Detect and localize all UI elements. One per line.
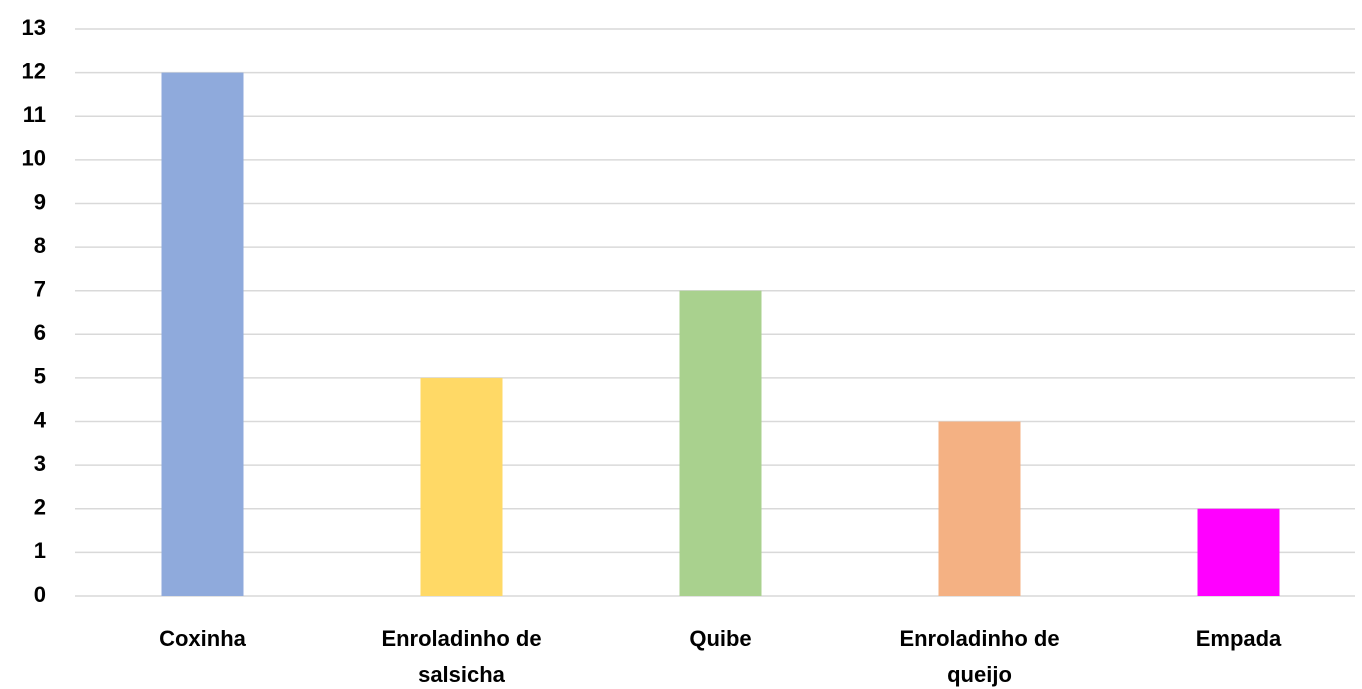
bar (161, 72, 244, 597)
y-tick-label: 10 (22, 146, 46, 171)
y-tick-label: 8 (34, 233, 46, 258)
y-tick-label: 2 (34, 495, 46, 520)
x-tick-label: Enroladinho de (381, 626, 541, 651)
x-tick-label: Quibe (689, 626, 751, 651)
x-tick-label: Enroladinho de (899, 626, 1059, 651)
y-tick-label: 6 (34, 320, 46, 345)
y-tick-label: 11 (23, 102, 46, 127)
y-tick-label: 4 (34, 407, 47, 432)
y-tick-label: 5 (34, 364, 46, 389)
y-tick-label: 3 (34, 451, 46, 476)
y-tick-label: 7 (34, 277, 46, 302)
bar (938, 421, 1021, 596)
x-tick-label: salsicha (418, 662, 506, 687)
x-tick-label: Coxinha (159, 626, 247, 651)
y-tick-label: 9 (34, 189, 46, 214)
bar (420, 377, 503, 596)
x-tick-label: Empada (1196, 626, 1282, 651)
x-tick-label: queijo (947, 662, 1012, 687)
y-tick-label: 1 (34, 538, 46, 563)
bar (1197, 508, 1280, 596)
bar (679, 290, 762, 596)
y-tick-label: 12 (22, 58, 46, 83)
y-tick-label: 13 (22, 15, 46, 40)
y-tick-label: 0 (34, 582, 46, 607)
